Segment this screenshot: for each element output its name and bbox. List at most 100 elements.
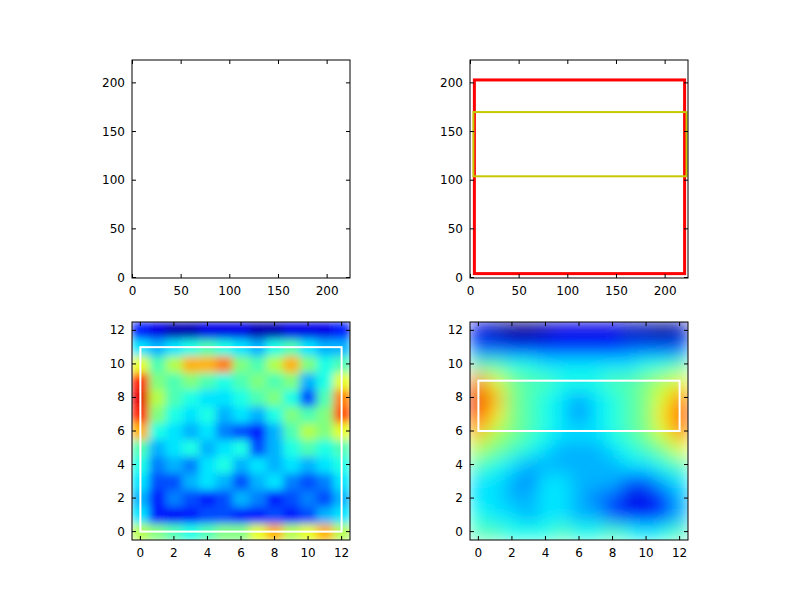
y-tick <box>346 531 350 532</box>
heatmap-cell <box>283 506 300 523</box>
x-tick-label: 150 <box>267 284 290 298</box>
heatmap-cell <box>571 339 588 356</box>
y-tick-label: 100 <box>102 173 125 187</box>
y-tick <box>132 397 136 398</box>
x-tick <box>140 536 141 540</box>
axes-frame <box>132 60 350 278</box>
x-tick <box>519 274 520 278</box>
x-tick <box>567 274 568 278</box>
heatmap-cell <box>487 322 504 339</box>
heatmap-cell <box>504 490 521 507</box>
y-tick <box>470 82 474 83</box>
heatmap-cell <box>266 389 283 406</box>
heatmap-cell <box>487 356 504 373</box>
heatmap-cell <box>283 389 300 406</box>
y-tick-label: 8 <box>117 390 125 404</box>
heatmap-cell <box>587 456 604 473</box>
heatmap-cell <box>537 406 554 423</box>
heatmap-cell <box>487 339 504 356</box>
y-tick <box>346 498 350 499</box>
heatmap-cell <box>537 356 554 373</box>
x-tick <box>470 60 471 64</box>
heatmap-cell <box>470 473 487 490</box>
bounding-box <box>478 381 679 431</box>
x-tick-label: 50 <box>512 284 527 298</box>
axes-frame <box>470 60 688 278</box>
heatmap-cell <box>233 389 250 406</box>
heatmap-cell <box>166 322 183 339</box>
x-tick <box>341 536 342 540</box>
heatmap-cell <box>604 406 621 423</box>
heatmap-cell <box>132 322 149 339</box>
x-tick <box>132 60 133 64</box>
heatmap-cell <box>638 356 655 373</box>
heatmap-cell <box>166 356 183 373</box>
y-tick <box>470 431 474 432</box>
x-tick <box>478 322 479 326</box>
y-tick-label: 0 <box>455 525 463 539</box>
bounding-box <box>140 347 341 531</box>
heatmap-cell <box>554 473 571 490</box>
x-tick-label: 0 <box>129 284 137 298</box>
heatmap-cell <box>233 322 250 339</box>
heatmap-cell <box>654 506 671 523</box>
y-tick <box>684 180 688 181</box>
heatmap-cell <box>571 490 588 507</box>
y-tick <box>132 464 136 465</box>
heatmap-cell <box>300 372 317 389</box>
y-tick <box>346 397 350 398</box>
heatmap-cell <box>266 406 283 423</box>
heatmap-cell <box>537 506 554 523</box>
x-tick <box>646 536 647 540</box>
y-tick <box>470 498 474 499</box>
y-tick-label: 0 <box>117 271 125 285</box>
y-tick-label: 50 <box>448 222 463 236</box>
heatmap-cell <box>216 356 233 373</box>
heatmap-cell <box>266 473 283 490</box>
heatmap-cell <box>587 322 604 339</box>
heatmap-cell <box>671 456 688 473</box>
heatmap-cell <box>316 423 333 440</box>
heatmap-cell <box>216 406 233 423</box>
heatmap-cell <box>216 456 233 473</box>
y-tick-label: 2 <box>117 491 125 505</box>
heatmap-cell <box>333 322 350 339</box>
heatmap-cell <box>166 389 183 406</box>
heatmap-cell <box>249 490 266 507</box>
heatmap-cell <box>182 406 199 423</box>
heatmap-cell <box>554 523 571 540</box>
x-tick <box>278 274 279 278</box>
heatmap-cell <box>654 456 671 473</box>
y-tick <box>684 131 688 132</box>
heatmap-cell <box>621 473 638 490</box>
heatmap-cell <box>621 490 638 507</box>
heatmap-cell <box>587 356 604 373</box>
y-tick <box>346 363 350 364</box>
heatmap-cell <box>587 389 604 406</box>
heatmap-cell <box>283 473 300 490</box>
heatmap-cell <box>621 506 638 523</box>
heatmap-cell <box>504 456 521 473</box>
heatmap-cell <box>487 523 504 540</box>
y-tick <box>684 531 688 532</box>
heatmap-cell <box>621 322 638 339</box>
heatmap-cell <box>604 473 621 490</box>
heatmap-cell <box>520 456 537 473</box>
y-tick-label: 12 <box>110 323 125 337</box>
heatmap-cell <box>638 389 655 406</box>
heatmap-cell <box>182 456 199 473</box>
y-tick-label: 50 <box>110 222 125 236</box>
y-tick-label: 200 <box>102 76 125 90</box>
x-tick <box>679 322 680 326</box>
x-tick-label: 4 <box>542 546 550 560</box>
heatmap-cell <box>166 406 183 423</box>
heatmap-cell <box>216 322 233 339</box>
x-tick <box>308 322 309 326</box>
heatmap-cell <box>300 322 317 339</box>
heatmap-cell <box>571 523 588 540</box>
heatmap-cell <box>587 490 604 507</box>
heatmap-cell <box>587 506 604 523</box>
x-tick <box>207 322 208 326</box>
x-tick <box>140 322 141 326</box>
heatmap-cell <box>487 389 504 406</box>
